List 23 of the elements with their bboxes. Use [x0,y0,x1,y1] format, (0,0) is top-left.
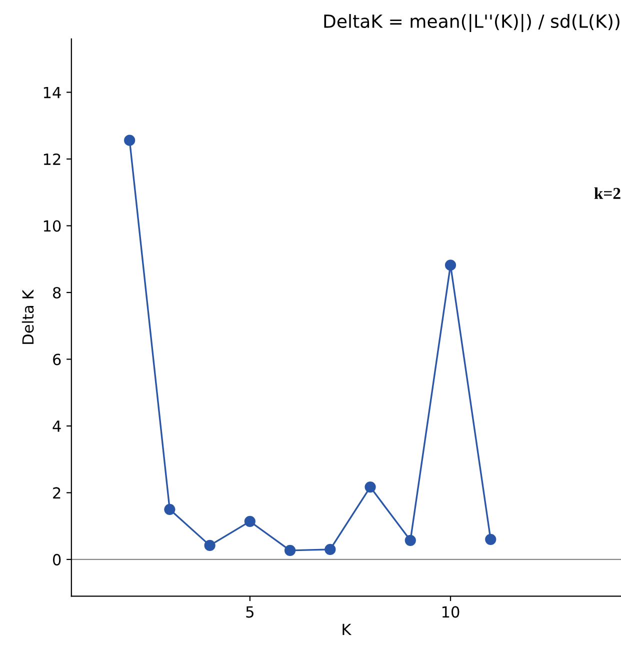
point [364,481,376,493]
point [324,544,336,555]
point [244,516,256,527]
chart-title: DeltaK = mean(|L''(K)|) / sd(L(K)) [324,14,620,32]
y-tick-label: 8 [53,286,61,299]
x-tick-label: 5 [246,606,254,618]
y-tick-label: 10 [44,220,61,232]
y-tick-label: 0 [52,554,61,566]
y-tick-label: 6 [53,354,61,366]
point [404,534,416,546]
point [444,260,456,271]
point [164,504,176,515]
y-tick-label: 2 [53,487,60,499]
y-tick-label: 14 [44,86,61,98]
point [204,540,216,551]
y-tick-label: 4 [52,420,61,432]
point [485,534,496,545]
y-tick-label: 12 [44,153,60,165]
y-axis-title: Delta K [22,289,34,344]
x-axis-title: K [342,624,352,636]
annotation: k=2 [594,187,620,199]
point [284,544,296,556]
point [124,134,136,146]
